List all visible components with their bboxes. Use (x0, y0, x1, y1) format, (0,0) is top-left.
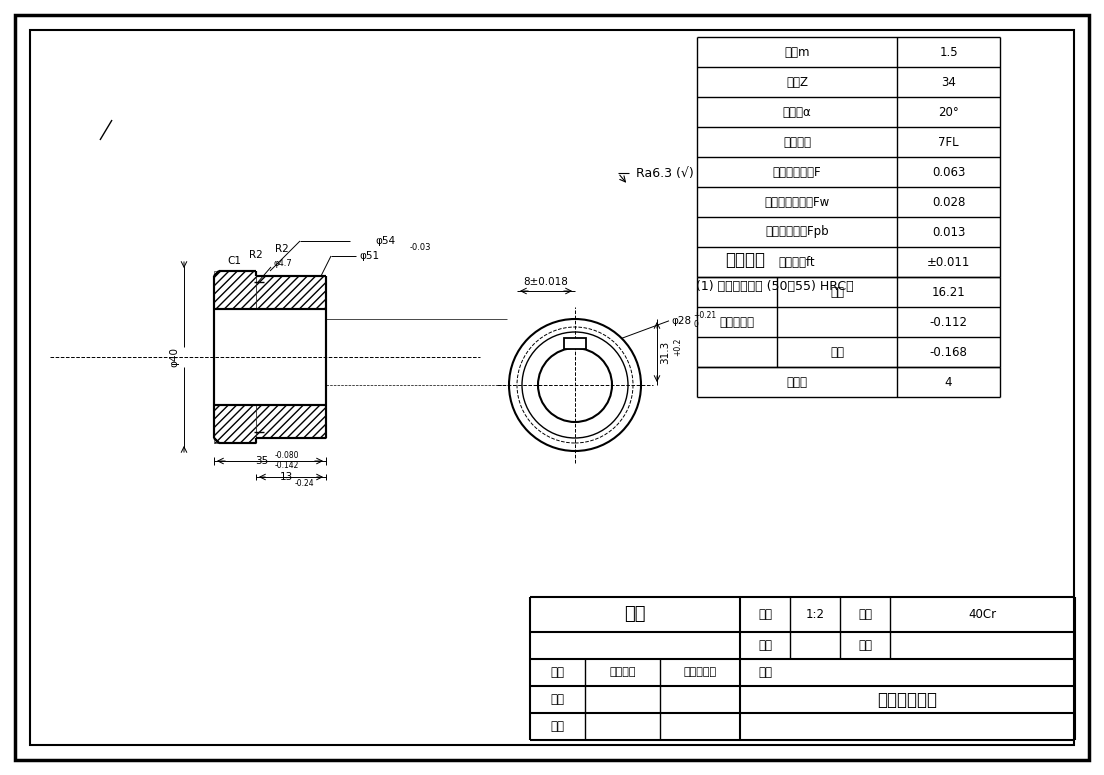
Bar (256, 405, 326, 438)
Text: 重量: 重量 (758, 666, 772, 679)
Text: -0.080: -0.080 (275, 452, 299, 460)
Text: 4: 4 (945, 376, 953, 388)
Text: ±0.011: ±0.011 (927, 256, 970, 268)
Text: 0.013: 0.013 (932, 226, 965, 239)
Text: +0.2: +0.2 (673, 338, 682, 356)
Text: （签名）: （签名） (609, 667, 636, 677)
Text: 8±0.018: 8±0.018 (523, 277, 569, 287)
Text: 20°: 20° (938, 105, 959, 119)
Text: 公法线检验: 公法线检验 (720, 315, 754, 329)
Text: 模数m: 模数m (784, 46, 809, 58)
Text: -0.24: -0.24 (295, 478, 315, 487)
Text: 齿轮: 齿轮 (624, 605, 646, 624)
Text: C1: C1 (227, 256, 241, 266)
Text: -0.03: -0.03 (410, 243, 432, 252)
Text: 齿圆径向跳动F: 齿圆径向跳动F (773, 166, 821, 178)
Text: +0.21: +0.21 (693, 312, 716, 320)
Text: 0.063: 0.063 (932, 166, 965, 178)
Text: 材料: 材料 (858, 608, 872, 621)
Text: 7FL: 7FL (938, 136, 958, 149)
Bar (256, 276, 326, 309)
Text: 比例: 比例 (758, 608, 772, 621)
Text: 长度: 长度 (830, 285, 843, 298)
Text: 齿数Z: 齿数Z (786, 75, 808, 88)
Text: -0.142: -0.142 (275, 461, 299, 470)
Text: φ28: φ28 (671, 315, 691, 325)
Text: 16.21: 16.21 (932, 285, 965, 298)
Text: 1.5: 1.5 (940, 46, 958, 58)
Bar (564, 338, 586, 349)
Text: R2: R2 (250, 250, 263, 260)
Text: 校对: 校对 (551, 693, 564, 706)
Text: 0.028: 0.028 (932, 195, 965, 208)
Text: 精度等级: 精度等级 (783, 136, 811, 149)
Text: 0: 0 (693, 320, 698, 329)
Text: φ40: φ40 (169, 347, 179, 367)
Text: 齿形公差ft: 齿形公差ft (778, 256, 816, 268)
Text: 基节极限偏差Fpb: 基节极限偏差Fpb (765, 226, 829, 239)
Text: 审核: 审核 (551, 720, 564, 733)
Text: -0.112: -0.112 (930, 315, 967, 329)
Text: 公法线长度公差Fw: 公法线长度公差Fw (764, 195, 829, 208)
Text: (1) 齿面高频淨火 (50～55) HRC。: (1) 齿面高频淨火 (50～55) HRC。 (697, 281, 853, 294)
Text: 技术要求: 技术要求 (725, 251, 765, 269)
Text: 跨齿数: 跨齿数 (786, 376, 807, 388)
Text: -0.168: -0.168 (930, 346, 967, 359)
Text: Ra6.3 (√): Ra6.3 (√) (636, 167, 693, 180)
Text: 31.3: 31.3 (660, 340, 670, 363)
Text: 34: 34 (941, 75, 956, 88)
Bar (214, 405, 256, 443)
Text: φ51: φ51 (359, 251, 379, 261)
Text: （年月日）: （年月日） (683, 667, 716, 677)
Text: 件数: 件数 (758, 639, 772, 652)
Text: 齿形角α: 齿形角α (783, 105, 811, 119)
Text: 13: 13 (279, 472, 293, 482)
Text: 1:2: 1:2 (806, 608, 825, 621)
Text: R2: R2 (275, 244, 289, 254)
Bar (214, 271, 256, 309)
Text: 35: 35 (255, 456, 268, 466)
Text: 制图: 制图 (551, 666, 564, 679)
Text: φ54: φ54 (375, 236, 395, 246)
Text: 学号: 学号 (858, 639, 872, 652)
Text: 江苏开放大学: 江苏开放大学 (878, 691, 937, 708)
Text: 允差: 允差 (830, 346, 843, 359)
Text: φ4.7: φ4.7 (274, 260, 293, 268)
Text: 40Cr: 40Cr (968, 608, 997, 621)
